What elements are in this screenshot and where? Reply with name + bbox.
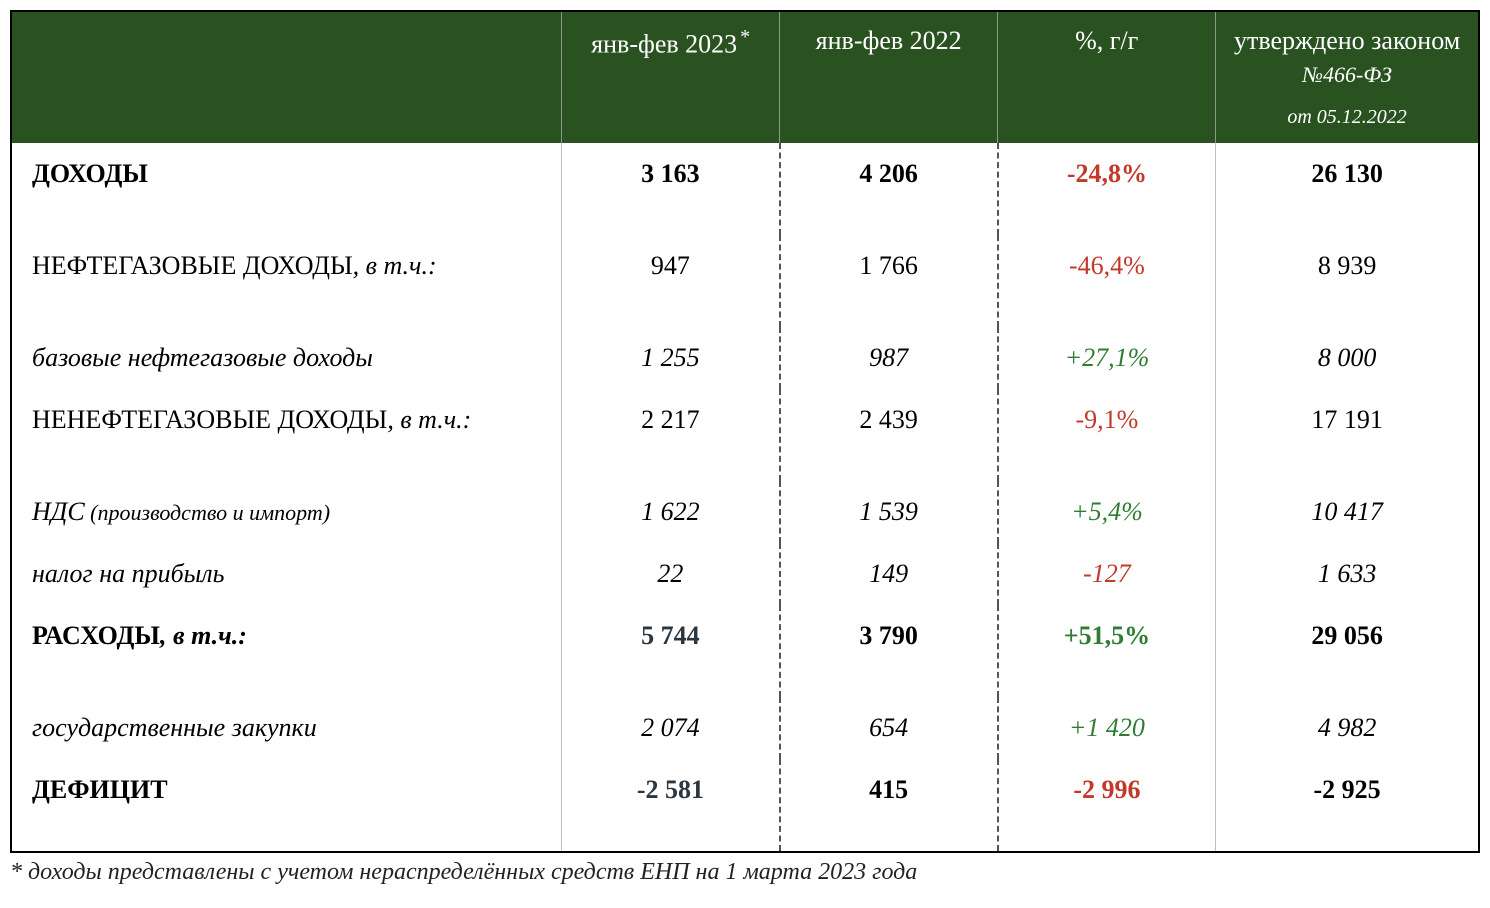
header-label-col — [11, 11, 562, 143]
cell-pct: -9,1% — [998, 389, 1216, 481]
cell-pct: +5,4% — [998, 481, 1216, 543]
budget-table: янв-фев 2023* янв-фев 2022 %, г/г утверж… — [10, 10, 1480, 853]
row-label: НДС (производство и импорт) — [11, 481, 562, 543]
cell-law: 10 417 — [1216, 481, 1479, 543]
row-label: РАСХОДЫ, в т.ч.: — [11, 605, 562, 697]
cell-law: 17 191 — [1216, 389, 1479, 481]
cell-law: 1 633 — [1216, 543, 1479, 605]
table-row-expenses: РАСХОДЫ, в т.ч.:5 7443 790+51,5%29 056 — [11, 605, 1479, 697]
cell-law: -2 925 — [1216, 759, 1479, 852]
cell-2023: 1 255 — [562, 327, 780, 389]
cell-law: 29 056 — [1216, 605, 1479, 697]
header-2023: янв-фев 2023* — [562, 11, 780, 143]
cell-2022: 4 206 — [780, 143, 998, 235]
row-label: ДОХОДЫ — [11, 143, 562, 235]
cell-2023: 2 217 — [562, 389, 780, 481]
asterisk-icon: * — [740, 26, 750, 48]
cell-2022: 3 790 — [780, 605, 998, 697]
table-row-non_oil_gas_income: НЕНЕФТЕГАЗОВЫЕ ДОХОДЫ, в т.ч.:2 2172 439… — [11, 389, 1479, 481]
cell-law: 8 000 — [1216, 327, 1479, 389]
row-label: базовые нефтегазовые доходы — [11, 327, 562, 389]
cell-2022: 2 439 — [780, 389, 998, 481]
table-row-oil_gas_income: НЕФТЕГАЗОВЫЕ ДОХОДЫ, в т.ч.:9471 766-46,… — [11, 235, 1479, 327]
table-row-profit_tax: налог на прибыль22149-1271 633 — [11, 543, 1479, 605]
cell-2023: 22 — [562, 543, 780, 605]
header-law-line1: утверждено законом — [1234, 26, 1460, 55]
row-label: налог на прибыль — [11, 543, 562, 605]
header-law: утверждено законом №466-ФЗ от 05.12.2022 — [1216, 11, 1479, 143]
row-label: ДЕФИЦИТ — [11, 759, 562, 852]
row-label: государственные закупки — [11, 697, 562, 759]
cell-pct: -24,8% — [998, 143, 1216, 235]
cell-2022: 1 766 — [780, 235, 998, 327]
cell-2023: -2 581 — [562, 759, 780, 852]
cell-2023: 1 622 — [562, 481, 780, 543]
cell-2022: 1 539 — [780, 481, 998, 543]
table-row-vat: НДС (производство и импорт)1 6221 539+5,… — [11, 481, 1479, 543]
header-2023-text: янв-фев 2023 — [591, 30, 737, 59]
table-header: янв-фев 2023* янв-фев 2022 %, г/г утверж… — [11, 11, 1479, 143]
cell-pct: +51,5% — [998, 605, 1216, 697]
header-law-line2: №466-ФЗ — [1226, 62, 1468, 88]
row-label: НЕФТЕГАЗОВЫЕ ДОХОДЫ, в т.ч.: — [11, 235, 562, 327]
cell-pct: -127 — [998, 543, 1216, 605]
cell-2022: 415 — [780, 759, 998, 852]
cell-2022: 149 — [780, 543, 998, 605]
cell-law: 8 939 — [1216, 235, 1479, 327]
header-pct: %, г/г — [998, 11, 1216, 143]
footnote: * доходы представлены с учетом нераспред… — [10, 859, 1480, 886]
table-body: ДОХОДЫ3 1634 206-24,8%26 130НЕФТЕГАЗОВЫЕ… — [11, 143, 1479, 852]
cell-law: 4 982 — [1216, 697, 1479, 759]
cell-2022: 987 — [780, 327, 998, 389]
table-row-income: ДОХОДЫ3 1634 206-24,8%26 130 — [11, 143, 1479, 235]
cell-2023: 947 — [562, 235, 780, 327]
table-row-base_oil_gas: базовые нефтегазовые доходы1 255987+27,1… — [11, 327, 1479, 389]
cell-2022: 654 — [780, 697, 998, 759]
cell-law: 26 130 — [1216, 143, 1479, 235]
row-label: НЕНЕФТЕГАЗОВЫЕ ДОХОДЫ, в т.ч.: — [11, 389, 562, 481]
cell-pct: -46,4% — [998, 235, 1216, 327]
table-row-gov_procurement: государственные закупки2 074654+1 4204 9… — [11, 697, 1479, 759]
cell-pct: +27,1% — [998, 327, 1216, 389]
cell-2023: 5 744 — [562, 605, 780, 697]
header-2022: янв-фев 2022 — [780, 11, 998, 143]
cell-2023: 3 163 — [562, 143, 780, 235]
header-law-line3: от 05.12.2022 — [1226, 106, 1468, 129]
cell-2023: 2 074 — [562, 697, 780, 759]
table-row-deficit: ДЕФИЦИТ-2 581415-2 996-2 925 — [11, 759, 1479, 852]
cell-pct: -2 996 — [998, 759, 1216, 852]
cell-pct: +1 420 — [998, 697, 1216, 759]
